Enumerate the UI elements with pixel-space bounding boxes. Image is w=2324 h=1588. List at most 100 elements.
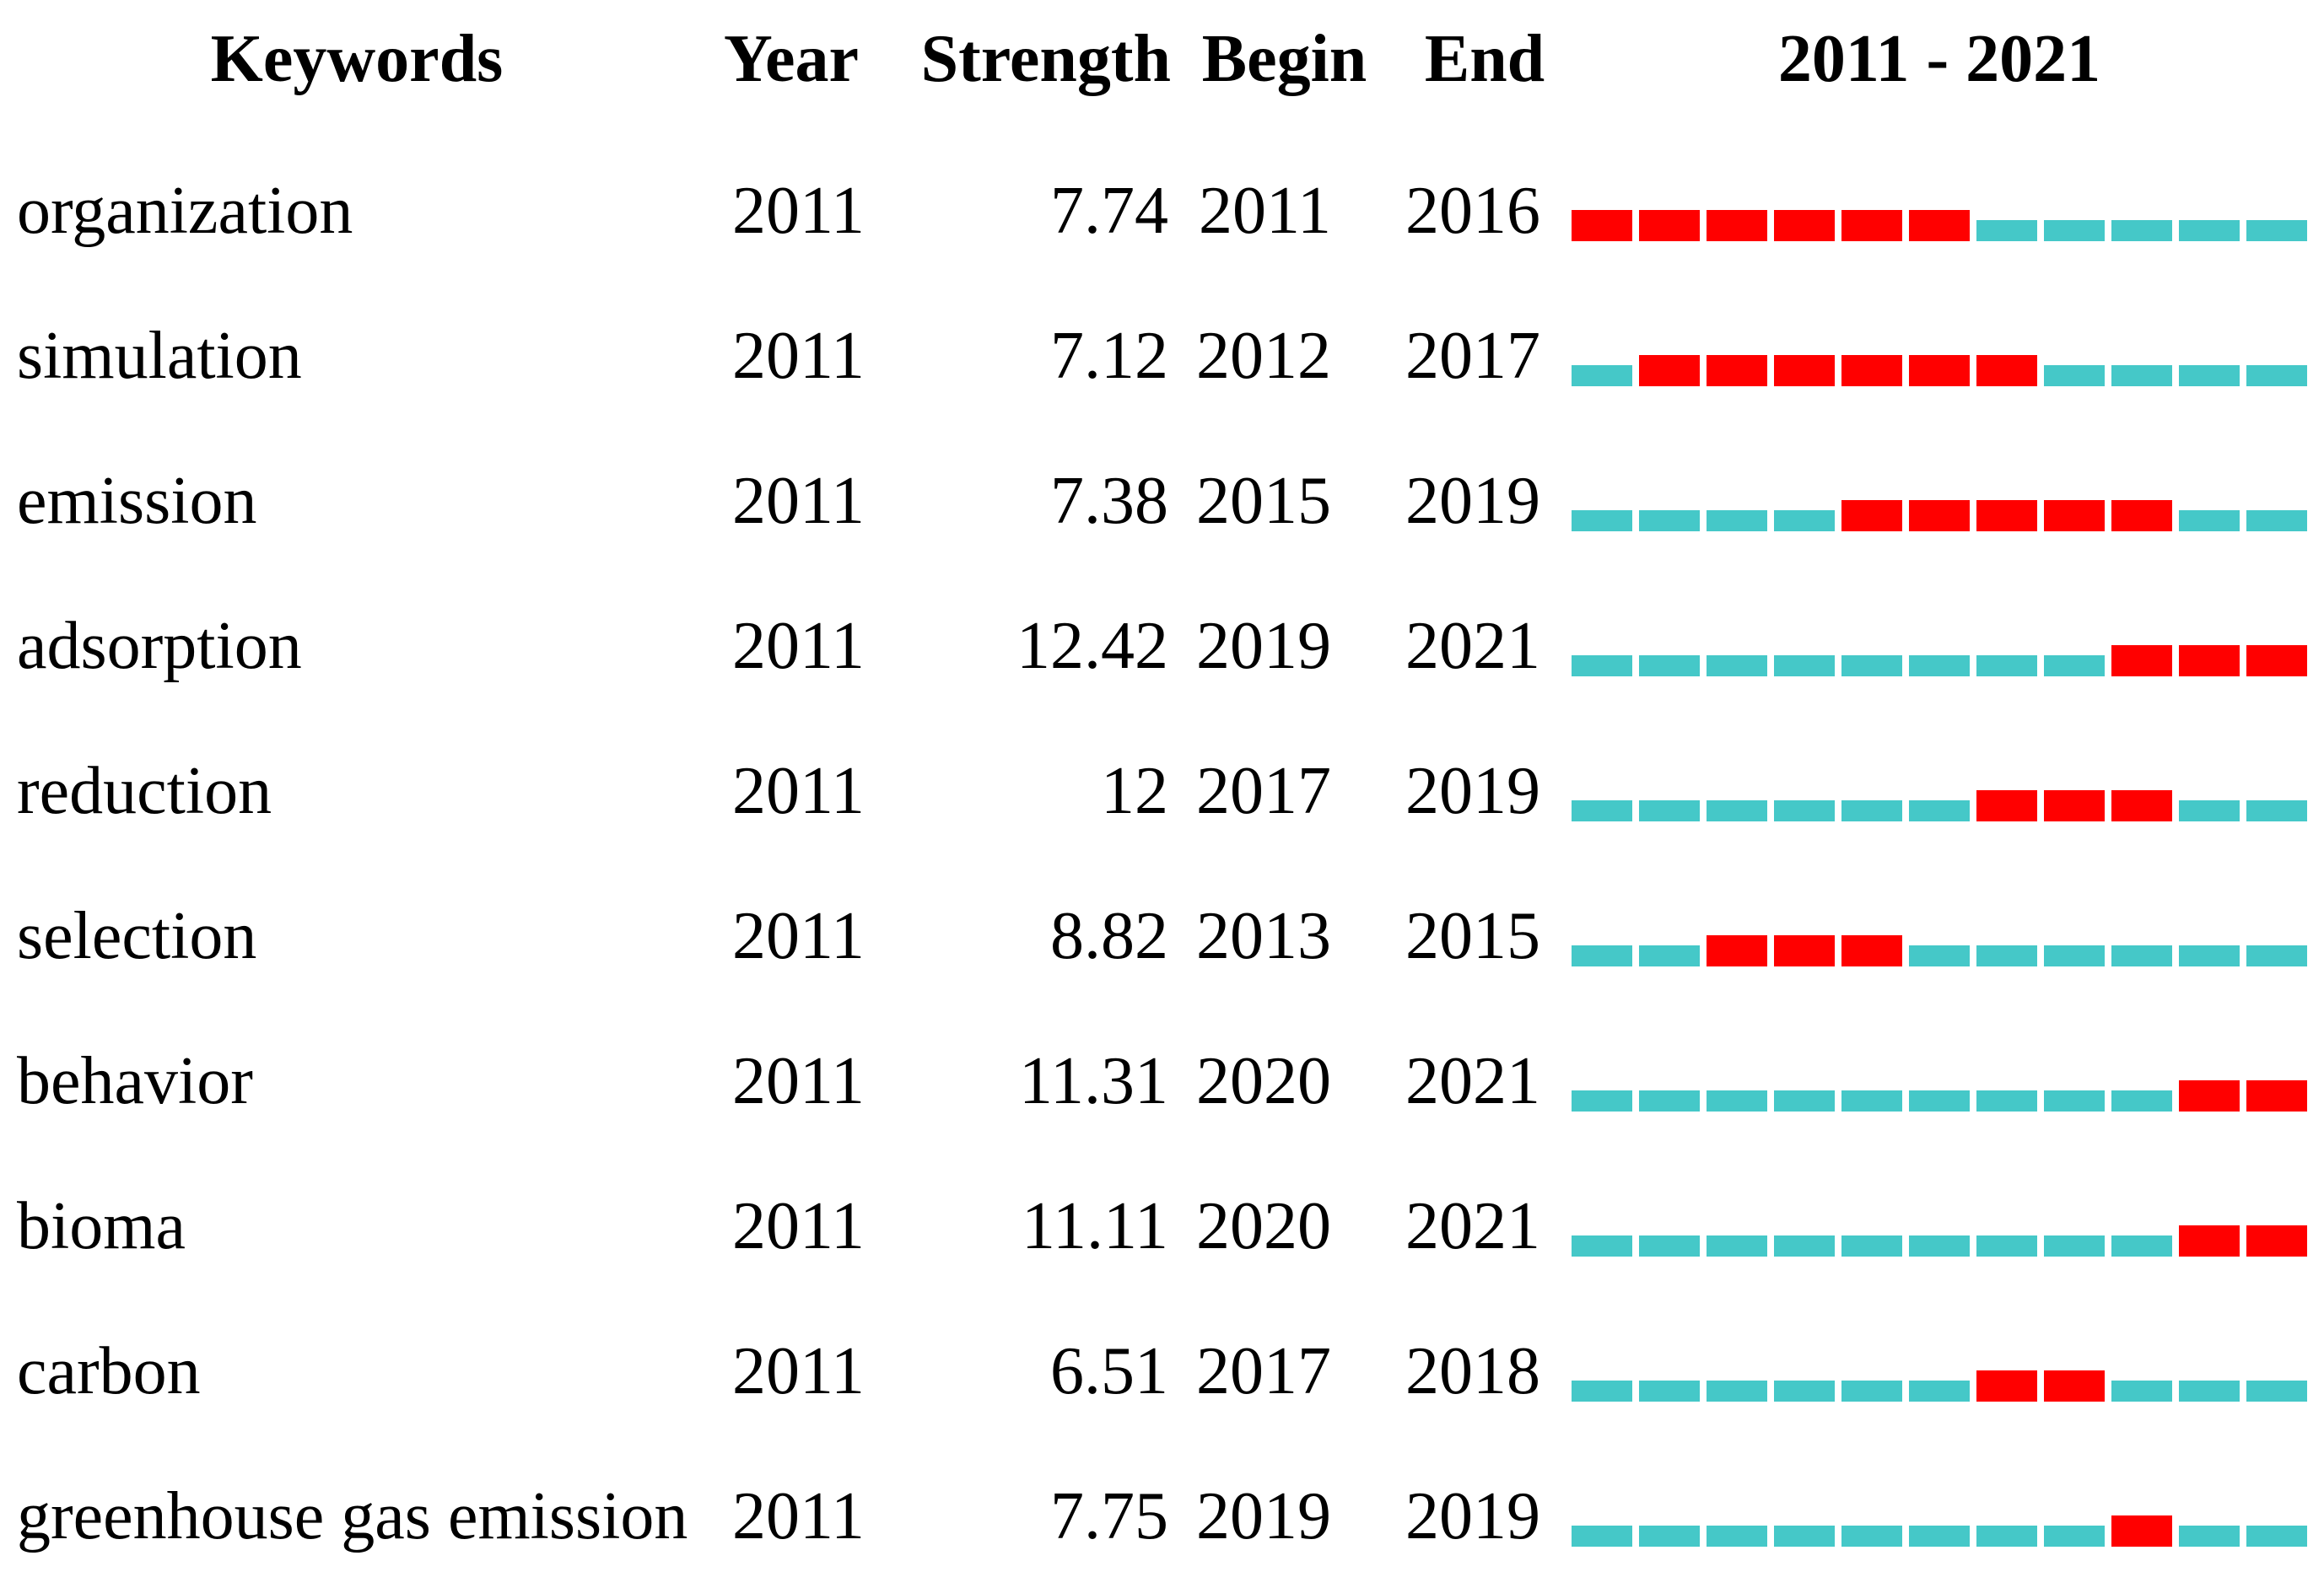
- base-year-segment: [1774, 655, 1835, 676]
- base-year-segment: [1774, 510, 1835, 531]
- base-year-segment: [1774, 1235, 1835, 1257]
- burst-year-segment: [2044, 790, 2105, 821]
- burst-year-segment: [1909, 500, 1970, 531]
- base-year-segment: [1639, 1526, 1700, 1547]
- strength-cell: 8.82: [1050, 899, 1168, 973]
- keyword-cell: simulation: [17, 319, 302, 393]
- table-row: reduction 2011 12 2017 2019: [0, 752, 2324, 830]
- strength-cell: 11.31: [1018, 1044, 1168, 1118]
- base-year-segment: [1841, 800, 1902, 821]
- base-year-segment: [2111, 365, 2172, 386]
- base-year-segment: [1572, 800, 1632, 821]
- strength-cell: 7.75: [1050, 1479, 1168, 1553]
- base-year-segment: [2179, 800, 2240, 821]
- burst-year-segment: [1707, 935, 1767, 966]
- strength-cell: 7.12: [1050, 319, 1168, 393]
- keyword-cell: carbon: [17, 1334, 201, 1408]
- end-cell: 2021: [1405, 609, 1540, 683]
- base-year-segment: [1976, 655, 2037, 676]
- base-year-segment: [1909, 1381, 1970, 1402]
- base-year-segment: [2044, 220, 2105, 241]
- table-row: emission 2011 7.38 2015 2019: [0, 462, 2324, 540]
- burst-year-segment: [2111, 500, 2172, 531]
- year-cell: 2011: [731, 1044, 865, 1118]
- burst-year-segment: [2111, 645, 2172, 676]
- burst-year-segment: [1841, 210, 1902, 241]
- strength-cell: 12: [1101, 754, 1168, 828]
- year-cell: 2011: [731, 899, 865, 973]
- burst-year-segment: [1841, 935, 1902, 966]
- base-year-segment: [1774, 1526, 1835, 1547]
- end-cell: 2018: [1405, 1334, 1540, 1408]
- keyword-cell: reduction: [17, 754, 272, 828]
- base-year-segment: [1774, 1090, 1835, 1112]
- burst-year-segment: [1976, 500, 2037, 531]
- base-year-segment: [2246, 365, 2307, 386]
- base-year-segment: [1841, 655, 1902, 676]
- base-year-segment: [2044, 1090, 2105, 1112]
- base-year-segment: [1572, 1526, 1632, 1547]
- base-year-segment: [2179, 1381, 2240, 1402]
- burst-year-segment: [2111, 790, 2172, 821]
- burst-year-segment: [1639, 355, 1700, 386]
- strength-cell: 6.51: [1050, 1334, 1168, 1408]
- keyword-cell: emission: [17, 464, 257, 538]
- column-header-begin: Begin: [1201, 22, 1367, 96]
- begin-cell: 2019: [1196, 609, 1331, 683]
- base-year-segment: [1841, 1381, 1902, 1402]
- base-year-segment: [2111, 1090, 2172, 1112]
- strength-cell: 12.42: [1016, 609, 1168, 683]
- end-cell: 2017: [1405, 319, 1540, 393]
- keyword-cell: organization: [17, 174, 353, 248]
- base-year-segment: [1976, 220, 2037, 241]
- burst-year-segment: [2246, 1080, 2307, 1112]
- base-year-segment: [1639, 510, 1700, 531]
- table-row: simulation 2011 7.12 2012 2017: [0, 317, 2324, 395]
- keyword-cell: selection: [17, 899, 257, 973]
- base-year-segment: [2044, 945, 2105, 966]
- end-cell: 2021: [1405, 1044, 1540, 1118]
- base-year-segment: [2044, 655, 2105, 676]
- year-cell: 2011: [731, 319, 865, 393]
- table-row: adsorption 2011 12.42 2019 2021: [0, 607, 2324, 685]
- begin-cell: 2013: [1196, 899, 1331, 973]
- burst-year-segment: [1841, 500, 1902, 531]
- base-year-segment: [1841, 1526, 1902, 1547]
- base-year-segment: [2246, 220, 2307, 241]
- keyword-cell: behavior: [17, 1044, 253, 1118]
- base-year-segment: [1572, 1235, 1632, 1257]
- burst-year-segment: [1639, 210, 1700, 241]
- base-year-segment: [1909, 1235, 1970, 1257]
- column-header-timeline-range: 2011 - 2021: [1777, 22, 2101, 96]
- base-year-segment: [1639, 945, 1700, 966]
- begin-cell: 2020: [1196, 1189, 1331, 1263]
- table-row: selection 2011 8.82 2013 2015: [0, 897, 2324, 975]
- base-year-segment: [1572, 1090, 1632, 1112]
- base-year-segment: [1909, 800, 1970, 821]
- base-year-segment: [1976, 1090, 2037, 1112]
- base-year-segment: [1909, 945, 1970, 966]
- base-year-segment: [1909, 1526, 1970, 1547]
- base-year-segment: [2246, 510, 2307, 531]
- burst-year-segment: [2246, 645, 2307, 676]
- base-year-segment: [2044, 365, 2105, 386]
- base-year-segment: [1639, 1090, 1700, 1112]
- base-year-segment: [1707, 1526, 1767, 1547]
- base-year-segment: [2111, 1381, 2172, 1402]
- year-cell: 2011: [731, 609, 865, 683]
- keyword-cell: bioma: [17, 1189, 186, 1263]
- end-cell: 2015: [1405, 899, 1540, 973]
- base-year-segment: [2246, 800, 2307, 821]
- begin-cell: 2017: [1196, 1334, 1331, 1408]
- base-year-segment: [2179, 1526, 2240, 1547]
- burst-year-segment: [1909, 355, 1970, 386]
- year-cell: 2011: [731, 464, 865, 538]
- strength-cell: 11.11: [1021, 1189, 1168, 1263]
- table-row: bioma 2011 11.11 2020 2021: [0, 1187, 2324, 1265]
- end-cell: 2016: [1405, 174, 1540, 248]
- burst-year-segment: [1841, 355, 1902, 386]
- base-year-segment: [1841, 1235, 1902, 1257]
- base-year-segment: [1639, 1381, 1700, 1402]
- base-year-segment: [1639, 655, 1700, 676]
- keyword-cell: greenhouse gas emission: [17, 1479, 688, 1553]
